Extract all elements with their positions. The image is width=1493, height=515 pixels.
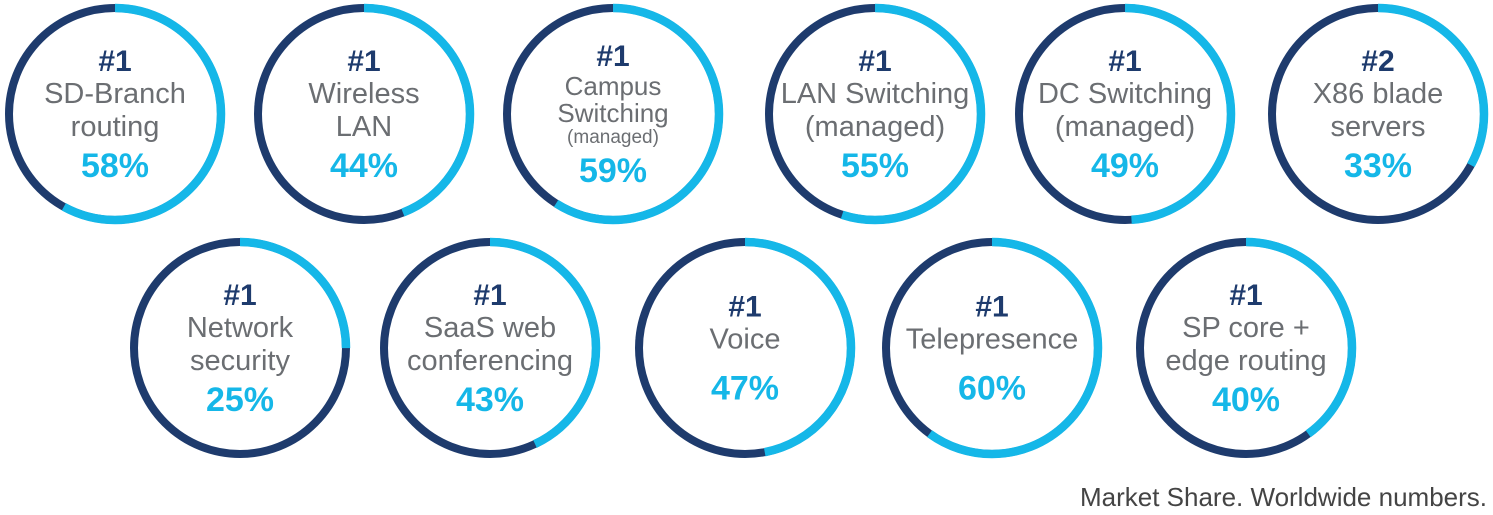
category-label-line: (managed) [1054, 111, 1196, 143]
ring-text-6: #1 Network security 25% [140, 280, 340, 420]
percent-label: 60% [957, 369, 1027, 408]
ring-text-1: #1 Wireless LAN 44% [264, 46, 464, 186]
ring-8 [634, 237, 856, 459]
category-label-line: SP core + [1182, 312, 1310, 344]
ring-9 [881, 237, 1103, 459]
rank-label: #1 [1229, 279, 1263, 312]
category-label-line: SD-Branch [44, 78, 186, 110]
category-label: X86 blade servers [1278, 78, 1478, 144]
percent-label: 49% [1090, 147, 1160, 185]
rank-label: #1 [728, 290, 762, 324]
percent-label: 44% [329, 147, 399, 185]
percent-label: 40% [1211, 381, 1281, 419]
category-label: DC Switching (managed) [1025, 78, 1225, 144]
ring-10 [1135, 237, 1357, 459]
percent-label: 55% [840, 147, 910, 185]
ring-value-arc [1267, 3, 1489, 225]
category-label-line: (managed) [804, 111, 946, 143]
ring-text-8: #1 Voice 47% [645, 290, 845, 409]
rank-label: #1 [223, 279, 257, 312]
category-label-line: Switching [557, 98, 669, 128]
ring-text-4: #1 DC Switching (managed) 49% [1025, 46, 1225, 186]
ring-4 [1014, 3, 1236, 225]
category-label-line: Telepresence [905, 323, 1079, 356]
ring-2 [502, 3, 724, 225]
category-label-line: edge routing [1165, 345, 1327, 377]
category-label: SaaS web conferencing [390, 312, 590, 378]
rank-label: #1 [596, 40, 630, 73]
rank-label: #1 [858, 45, 892, 78]
ring-text-9: #1 Telepresence 60% [892, 290, 1092, 409]
ring-value-arc [502, 3, 724, 225]
category-label-line: routing [70, 111, 160, 143]
category-label: SP core + edge routing [1146, 312, 1346, 378]
category-label-line: Network [186, 312, 294, 344]
ring-6 [129, 237, 351, 459]
ring-value-arc [4, 3, 226, 225]
ring-value-arc [1135, 237, 1357, 459]
rank-label: #1 [347, 45, 381, 78]
ring-text-0: #1 SD-Branch routing 58% [15, 46, 215, 186]
category-label-line: (managed) [567, 127, 659, 148]
category-label-line: Voice [709, 323, 781, 356]
category-label-line: security [190, 345, 290, 377]
category-label-line: DC Switching [1037, 78, 1213, 110]
category-label-line: SaaS web [423, 312, 557, 344]
ring-text-3: #1 LAN Switching (managed) 55% [775, 46, 975, 186]
category-label: Wireless LAN [264, 78, 464, 144]
ring-1 [253, 3, 475, 225]
ring-7 [379, 237, 601, 459]
ring-text-5: #2 X86 blade servers 33% [1278, 46, 1478, 186]
rank-label: #1 [975, 290, 1009, 324]
rank-label: #2 [1361, 45, 1395, 78]
ring-text-10: #1 SP core + edge routing 40% [1146, 280, 1346, 420]
ring-value-arc [881, 237, 1103, 459]
category-label: SD-Branch routing [15, 78, 215, 144]
category-label-line: Campus [564, 71, 662, 101]
ring-3 [764, 3, 986, 225]
percent-label: 25% [205, 381, 275, 419]
category-label: Telepresence [892, 324, 1092, 357]
category-label: Campus Switching (managed) [513, 73, 713, 149]
ring-value-arc [129, 237, 351, 459]
category-label: Voice [645, 324, 845, 357]
percent-label: 58% [80, 147, 150, 185]
ring-value-arc [253, 3, 475, 225]
ring-value-arc [764, 3, 986, 225]
category-label: Network security [140, 312, 340, 378]
category-label-line: X86 blade [1312, 78, 1444, 110]
ring-text-7: #1 SaaS web conferencing 43% [390, 280, 590, 420]
ring-value-arc [379, 237, 601, 459]
category-label-line: servers [1330, 111, 1426, 143]
category-label-line: LAN Switching [780, 78, 970, 110]
category-label: LAN Switching (managed) [775, 78, 975, 144]
rank-label: #1 [98, 45, 132, 78]
ring-value-arc [1014, 3, 1236, 225]
percent-label: 59% [578, 152, 648, 190]
percent-label: 47% [710, 369, 780, 408]
rank-label: #1 [1108, 45, 1142, 78]
footer-note: Market Share. Worldwide numbers. [1079, 482, 1487, 512]
percent-label: 43% [455, 381, 525, 419]
percent-label: 33% [1343, 147, 1413, 185]
ring-0 [4, 3, 226, 225]
category-label-line: LAN [335, 111, 393, 143]
category-label-line: Wireless [308, 78, 420, 110]
category-label-line: conferencing [406, 345, 574, 377]
ring-5 [1267, 3, 1489, 225]
rank-label: #1 [473, 279, 507, 312]
ring-text-2: #1 Campus Switching (managed) 59% [513, 41, 713, 191]
ring-value-arc [634, 237, 856, 459]
